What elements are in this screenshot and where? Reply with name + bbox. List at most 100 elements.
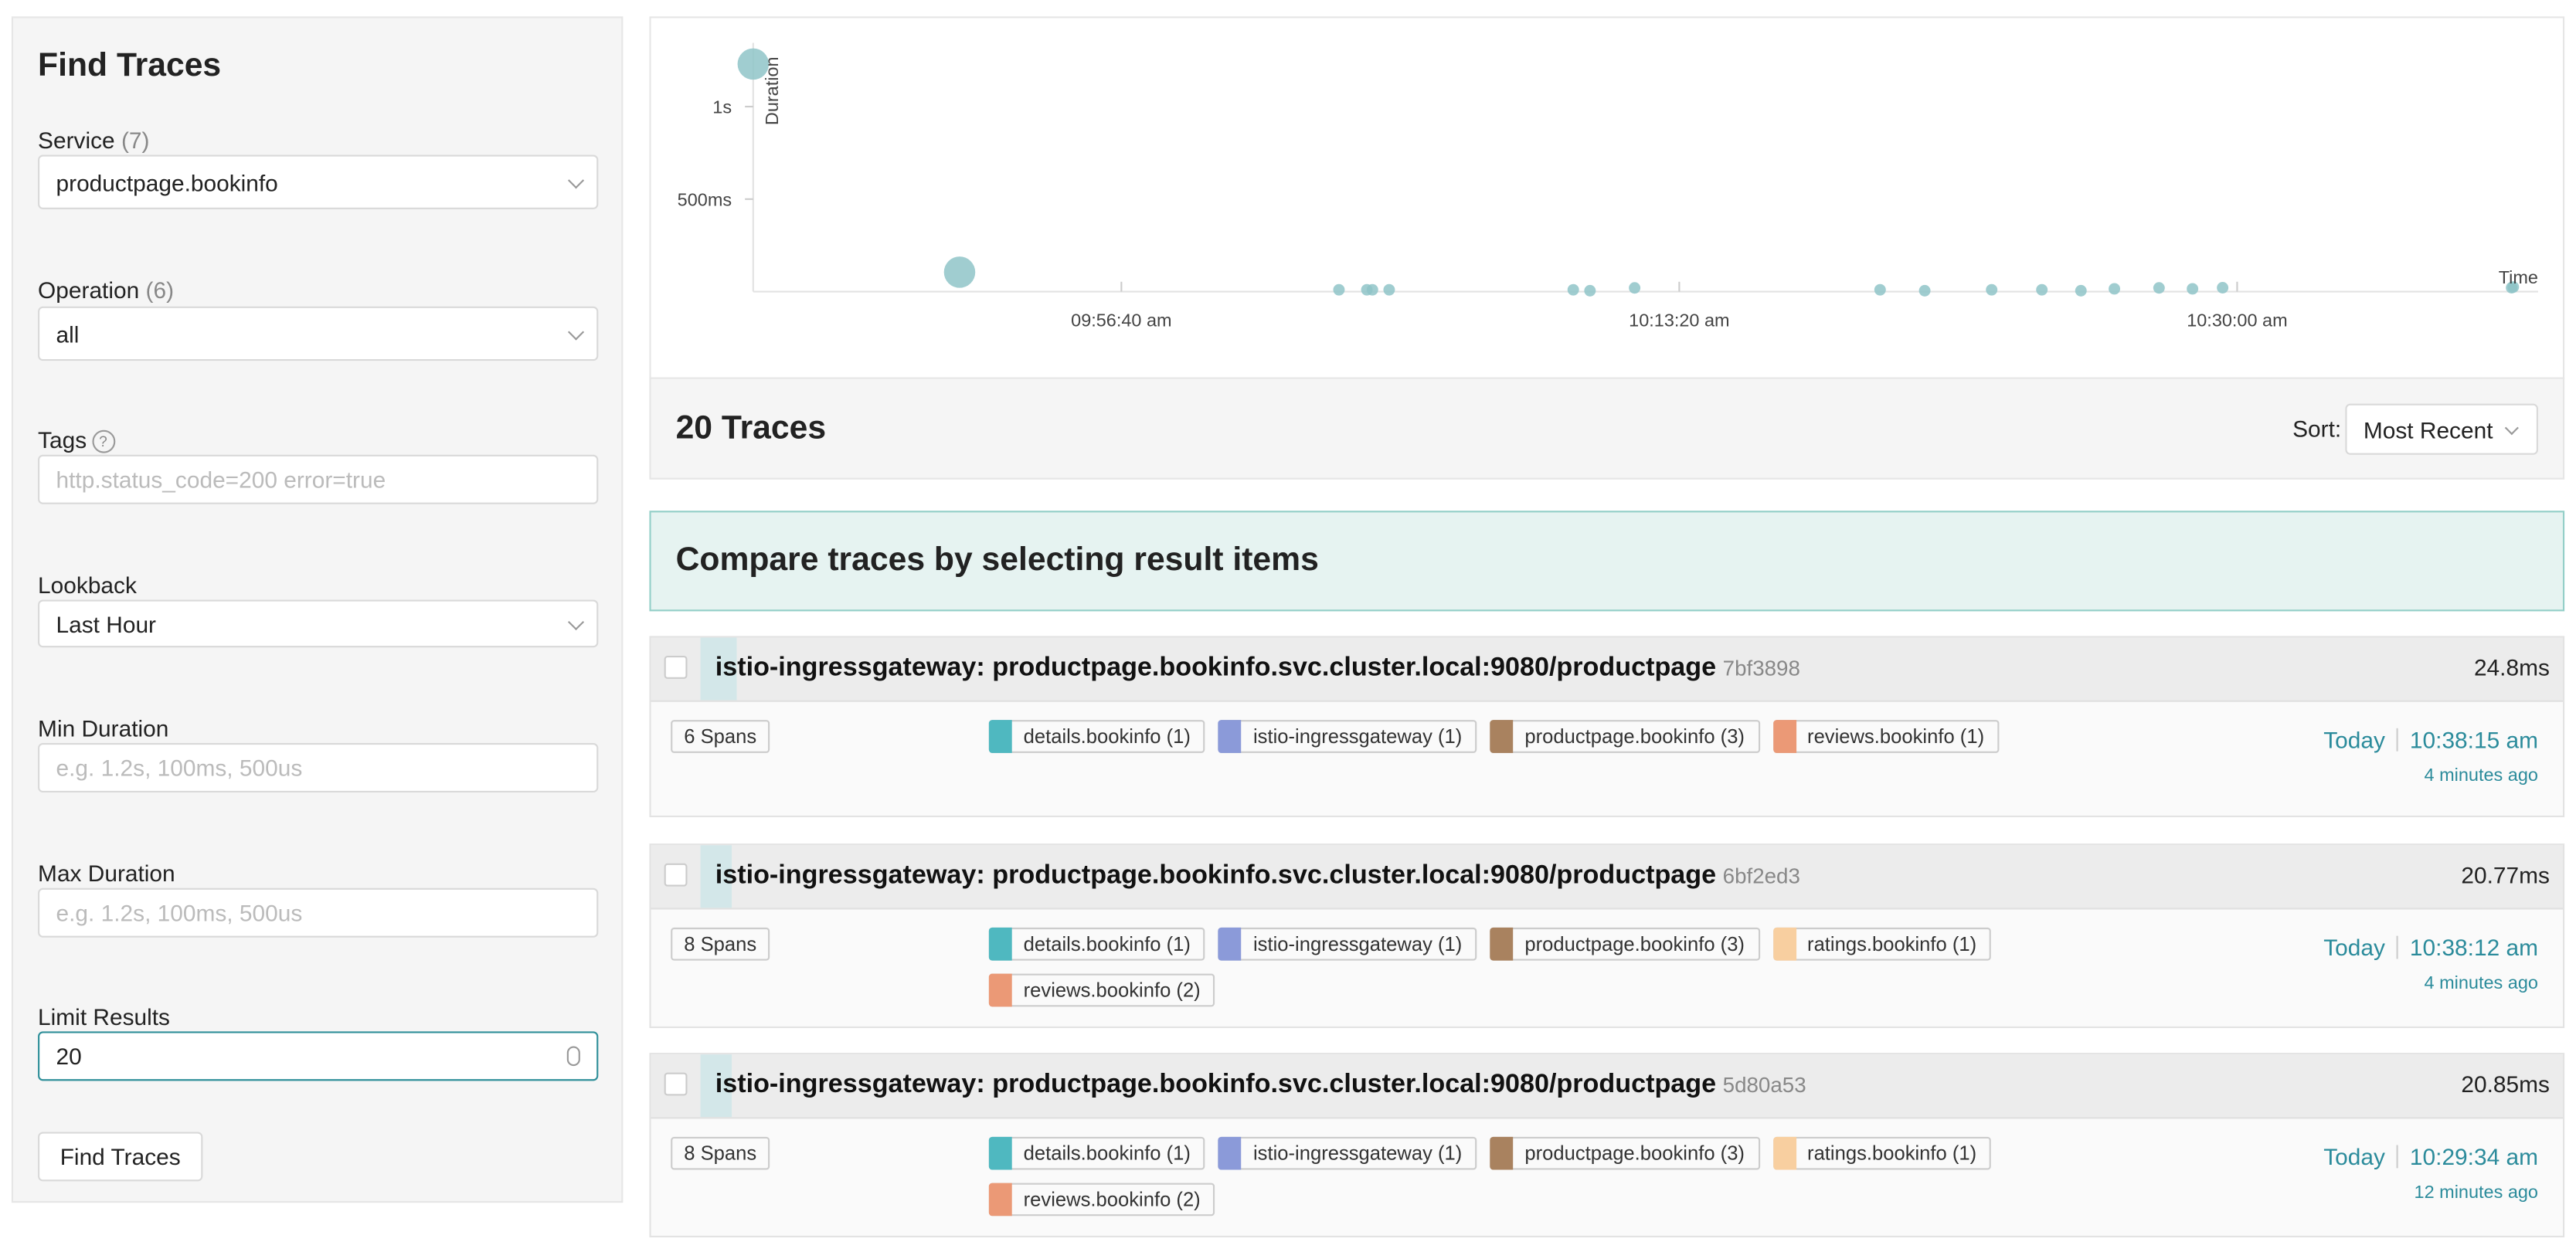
- service-tags: details.bookinfo (1) istio-ingressgatewa…: [988, 719, 2044, 753]
- trace-title[interactable]: istio-ingressgateway: productpage.bookin…: [715, 1071, 1806, 1099]
- trace-point: [1986, 283, 1998, 296]
- trace-point: [2187, 283, 2199, 295]
- trace-point: [1383, 283, 1395, 296]
- trace-point: [2075, 284, 2087, 297]
- trace-point: [943, 256, 976, 288]
- trace-timestamp: Today 10:29:34 am: [2323, 1143, 2538, 1170]
- service-color-swatch: [988, 972, 1012, 1006]
- relative-time: 12 minutes ago: [2414, 1183, 2538, 1203]
- service-color-swatch: [988, 1182, 1012, 1216]
- service-count: (7): [121, 127, 150, 154]
- y-tick-label: 500ms: [678, 189, 732, 209]
- service-tags: details.bookinfo (1) istio-ingressgatewa…: [988, 1135, 2044, 1217]
- duration-bar: [700, 845, 732, 908]
- relative-time: 4 minutes ago: [2424, 973, 2538, 994]
- y-axis-title: Duration: [762, 56, 782, 125]
- trace-duration: 24.8ms: [2473, 653, 2550, 680]
- trace-point: [1333, 283, 1345, 296]
- x-axis-title: Time: [2499, 267, 2538, 287]
- service-label: Service (7): [38, 127, 150, 154]
- trace-point: [2217, 282, 2229, 294]
- service-select[interactable]: productpage.bookinfo: [38, 154, 599, 209]
- min-duration-label: Min Duration: [38, 714, 169, 741]
- service-tag: istio-ingressgateway (1): [1218, 1135, 1477, 1170]
- operation-count: (6): [145, 277, 175, 304]
- trace-id: 5d80a53: [1722, 1072, 1806, 1098]
- trace-title[interactable]: istio-ingressgateway: productpage.bookin…: [715, 653, 1800, 683]
- trace-scatter-plot: 1s 500ms 09:56:40 am 10:13:20 am 10:30:00 am…: [649, 16, 2565, 379]
- number-stepper-icon[interactable]: [566, 1046, 580, 1067]
- service-color-swatch: [1218, 926, 1242, 960]
- chart-grid: [745, 42, 2538, 293]
- find-traces-button[interactable]: Find Traces: [38, 1132, 203, 1182]
- trace-card[interactable]: istio-ingressgateway: productpage.bookin…: [649, 636, 2565, 818]
- max-duration-input[interactable]: e.g. 1.2s, 100ms, 500us: [38, 887, 599, 938]
- lookback-label: Lookback: [38, 572, 137, 599]
- trace-point: [1918, 284, 1931, 297]
- search-panel: Find Traces Service (7) productpage.book…: [11, 16, 624, 1203]
- trace-id: 7bf3898: [1722, 655, 1800, 680]
- service-tag: details.bookinfo (1): [988, 719, 1206, 753]
- trace-card[interactable]: istio-ingressgateway: productpage.bookin…: [649, 843, 2565, 1029]
- trace-point: [2153, 282, 2165, 294]
- trace-duration: 20.77ms: [2461, 861, 2550, 888]
- sort-label: Sort:: [2292, 415, 2342, 442]
- span-count-badge: 8 Spans: [671, 927, 770, 961]
- trace-point: [1584, 284, 1596, 297]
- trace-select-checkbox[interactable]: [664, 863, 688, 887]
- service-color-swatch: [1218, 1135, 1242, 1169]
- tags-input[interactable]: http.status_code=200 error=true: [38, 454, 599, 504]
- duration-bar: [700, 1054, 732, 1118]
- service-tag: reviews.bookinfo (2): [988, 972, 1215, 1007]
- trace-point: [1366, 283, 1378, 296]
- help-icon[interactable]: ?: [91, 429, 115, 453]
- x-tick-label: 10:13:20 am: [1629, 310, 1729, 330]
- trace-title[interactable]: istio-ingressgateway: productpage.bookin…: [715, 861, 1800, 890]
- span-count-badge: 6 Spans: [671, 720, 770, 753]
- service-tag: details.bookinfo (1): [988, 1135, 1206, 1170]
- service-color-swatch: [988, 719, 1012, 752]
- divider: [2396, 1145, 2398, 1169]
- service-color-swatch: [1772, 719, 1796, 752]
- relative-time: 4 minutes ago: [2424, 765, 2538, 786]
- limit-results-input[interactable]: 20: [38, 1031, 599, 1081]
- panel-title: Find Traces: [38, 47, 222, 84]
- service-tag: ratings.bookinfo (1): [1772, 1135, 1992, 1170]
- y-tick-label: 1s: [712, 97, 732, 117]
- service-tag: reviews.bookinfo (1): [1772, 719, 2000, 753]
- trace-card-header[interactable]: istio-ingressgateway: productpage.bookin…: [651, 637, 2563, 702]
- min-duration-input[interactable]: e.g. 1.2s, 100ms, 500us: [38, 743, 599, 793]
- chart-points: [737, 48, 2520, 297]
- trace-point: [1874, 283, 1886, 296]
- trace-card[interactable]: istio-ingressgateway: productpage.bookin…: [649, 1053, 2565, 1237]
- trace-select-checkbox[interactable]: [664, 655, 688, 679]
- trace-card-header[interactable]: istio-ingressgateway: productpage.bookin…: [651, 845, 2563, 910]
- max-duration-label: Max Duration: [38, 860, 175, 887]
- trace-point: [737, 48, 770, 80]
- service-color-swatch: [988, 1135, 1012, 1169]
- x-tick-label: 09:56:40 am: [1071, 310, 1171, 330]
- scatter-svg: 1s 500ms 09:56:40 am 10:13:20 am 10:30:00 am…: [678, 42, 2538, 330]
- service-tag: ratings.bookinfo (1): [1772, 926, 1992, 961]
- lookback-select[interactable]: Last Hour: [38, 599, 599, 648]
- chevron-down-icon: [567, 613, 585, 630]
- chevron-down-icon: [567, 323, 585, 340]
- chevron-down-icon: [2504, 420, 2519, 435]
- operation-select[interactable]: all: [38, 306, 599, 361]
- span-count-badge: 8 Spans: [671, 1136, 770, 1170]
- trace-duration: 20.85ms: [2461, 1071, 2550, 1098]
- service-color-swatch: [1772, 926, 1796, 960]
- trace-timestamp: Today 10:38:12 am: [2323, 934, 2538, 961]
- sort-select[interactable]: Most Recent: [2345, 403, 2538, 455]
- traces-count: 20 Traces: [675, 410, 827, 447]
- trace-point: [1629, 282, 1641, 294]
- trace-card-header[interactable]: istio-ingressgateway: productpage.bookin…: [651, 1054, 2563, 1119]
- service-color-swatch: [1772, 1135, 1796, 1169]
- compare-banner: Compare traces by selecting result items: [649, 511, 2565, 612]
- service-tag: istio-ingressgateway (1): [1218, 719, 1477, 753]
- x-tick-label: 10:30:00 am: [2187, 310, 2287, 330]
- service-tag: reviews.bookinfo (2): [988, 1182, 1215, 1217]
- trace-select-checkbox[interactable]: [664, 1072, 688, 1096]
- service-color-swatch: [988, 926, 1012, 960]
- compare-text: Compare traces by selecting result items: [675, 541, 1319, 579]
